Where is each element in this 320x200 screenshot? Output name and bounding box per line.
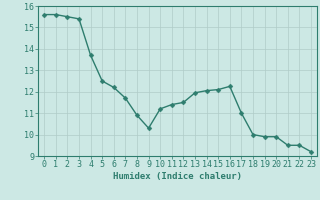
X-axis label: Humidex (Indice chaleur): Humidex (Indice chaleur) bbox=[113, 172, 242, 181]
